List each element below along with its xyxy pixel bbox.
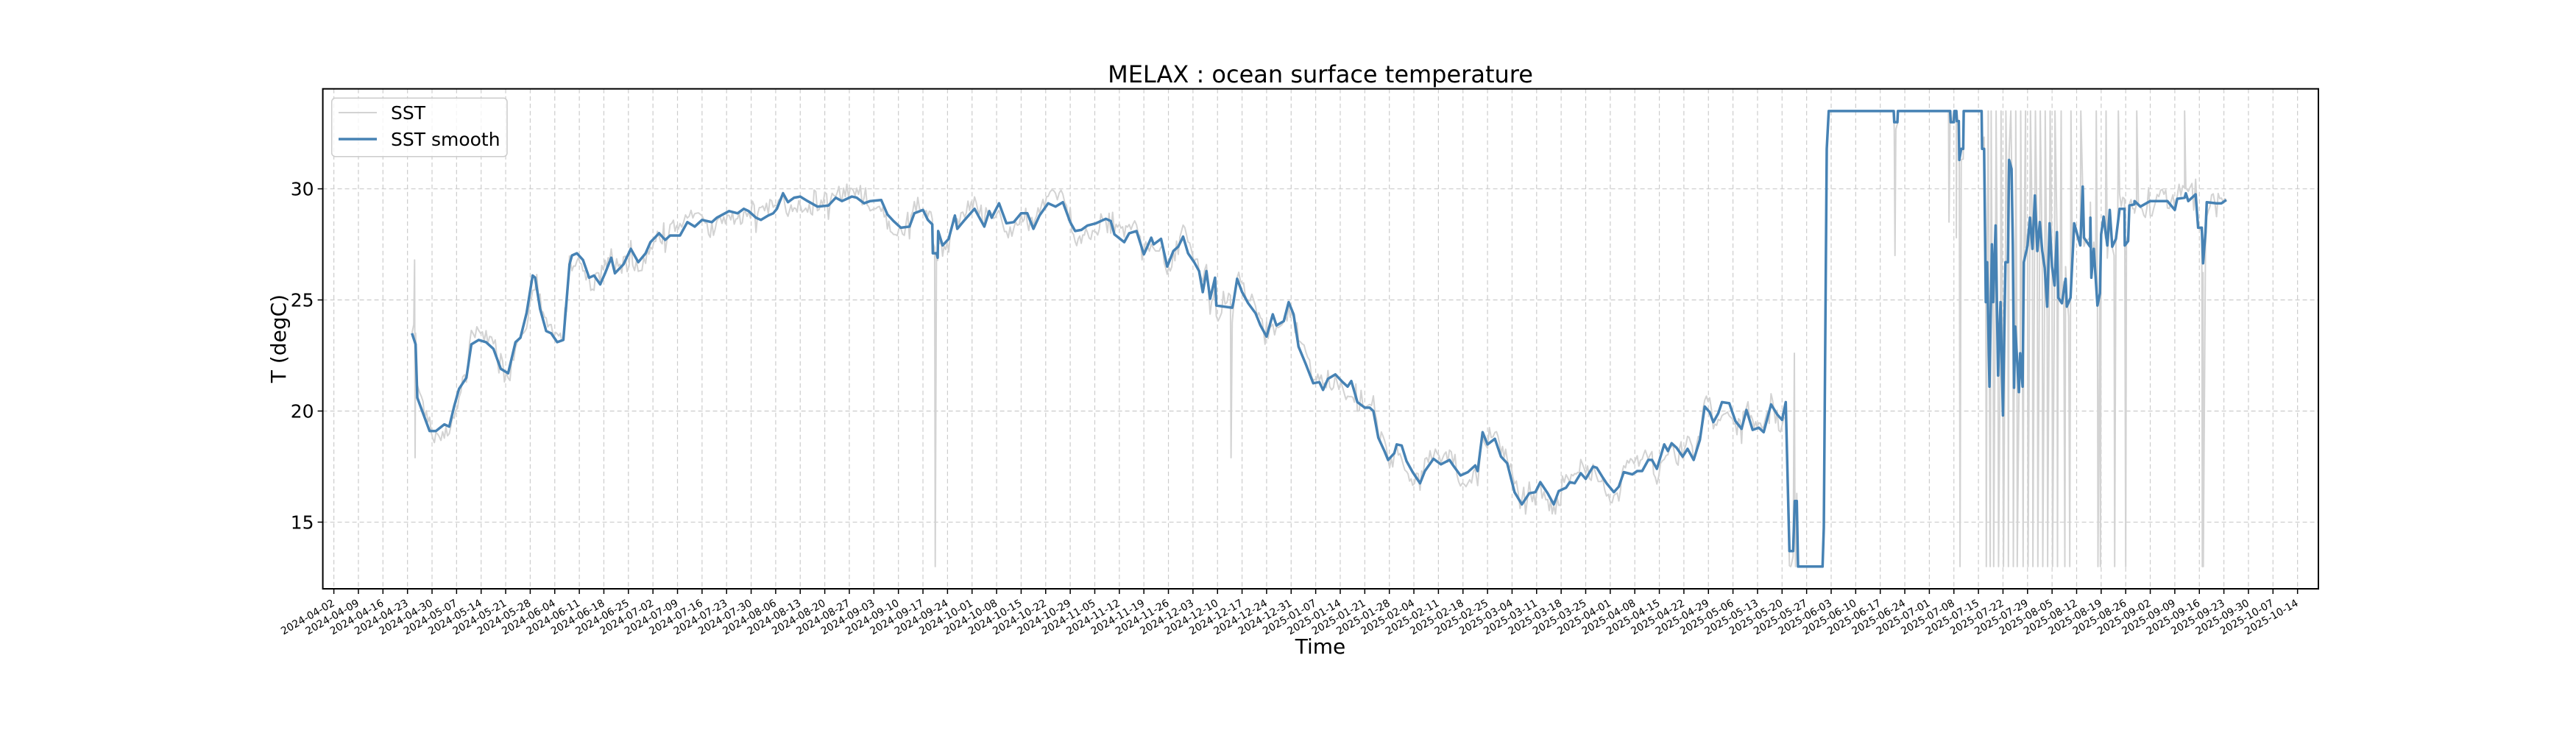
y-tick-label: 30 xyxy=(291,179,314,200)
chart-title: MELAX : ocean surface temperature xyxy=(1108,60,1533,88)
y-tick-label: 15 xyxy=(291,512,314,533)
legend-sst-label: SST xyxy=(391,102,426,124)
y-axis-label: T (degC) xyxy=(266,294,291,383)
y-axis: 15 20 25 30 xyxy=(291,179,323,533)
sst-smooth-line xyxy=(411,110,2227,568)
y-tick-label: 25 xyxy=(291,290,314,311)
plot-area-frame xyxy=(322,88,2319,590)
x-axis-label: Time xyxy=(1295,634,1346,659)
y-tick-label: 20 xyxy=(291,400,314,422)
grid-lines xyxy=(322,88,2318,589)
legend: SST SST smooth xyxy=(330,97,508,158)
sst-smooth-series xyxy=(411,110,2227,568)
legend-sst-smooth-label: SST smooth xyxy=(391,129,500,150)
